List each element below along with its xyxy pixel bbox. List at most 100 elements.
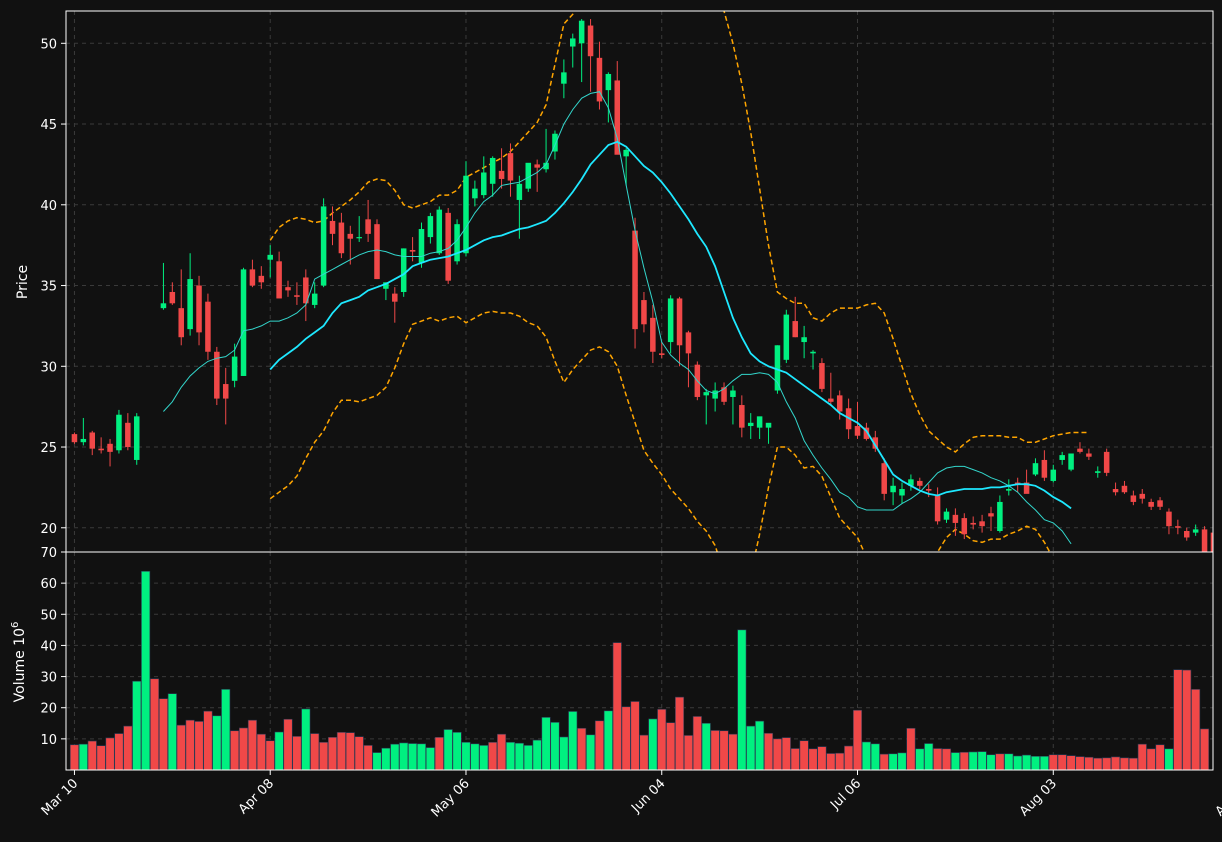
- candle-body: [133, 416, 140, 460]
- volume-tick-label: 10: [40, 733, 57, 748]
- candle-body: [712, 390, 718, 399]
- candle-body: [703, 392, 709, 396]
- candle-body: [828, 398, 834, 402]
- candle-body: [481, 172, 487, 196]
- volume-bar: [906, 727, 916, 770]
- volume-bar: [950, 752, 960, 770]
- candle-body: [614, 80, 621, 155]
- volume-bar: [817, 746, 827, 770]
- volume-bar: [158, 698, 168, 770]
- volume-bar: [1048, 754, 1058, 770]
- volume-bar: [1039, 755, 1049, 770]
- candle-body: [872, 437, 879, 449]
- volume-bar: [915, 748, 925, 770]
- candle-body: [1023, 482, 1030, 494]
- volume-bar: [176, 724, 186, 770]
- candle-body: [1103, 451, 1110, 473]
- volume-bar: [470, 743, 480, 770]
- candle-body: [658, 353, 665, 355]
- candle-body: [489, 157, 496, 184]
- volume-tick-label: 20: [40, 702, 57, 717]
- candle-body: [952, 514, 959, 523]
- candle-body: [160, 303, 167, 309]
- volume-bar: [372, 752, 382, 770]
- candle-body: [196, 285, 202, 333]
- price-plot-area: [66, 11, 1213, 552]
- candle-body: [570, 38, 576, 47]
- volume-bar: [764, 732, 774, 770]
- candle-body: [1086, 453, 1092, 457]
- candle-body: [178, 308, 184, 338]
- volume-tick-label: 30: [40, 671, 57, 686]
- candle-body: [258, 275, 265, 283]
- candle-body: [534, 164, 540, 168]
- volume-bar: [523, 745, 533, 770]
- volume-bar: [808, 748, 818, 770]
- candle-body: [543, 162, 549, 170]
- volume-bar: [746, 725, 756, 770]
- volume-bar: [1084, 756, 1094, 770]
- volume-bar: [123, 725, 133, 770]
- volume-bar: [292, 736, 302, 770]
- candle-body: [890, 485, 896, 493]
- candle-body: [747, 422, 754, 427]
- volume-bar: [488, 741, 498, 770]
- volume-bar: [1111, 756, 1121, 770]
- volume-bar: [230, 730, 240, 770]
- volume-bar: [1128, 757, 1138, 770]
- candle-body: [961, 518, 968, 535]
- candle-body: [908, 479, 914, 486]
- volume-bar: [977, 751, 987, 770]
- candle-body: [685, 332, 692, 354]
- volume-bar: [790, 748, 800, 770]
- candle-body: [1077, 448, 1083, 452]
- volume-bar: [150, 678, 160, 770]
- volume-bar: [666, 722, 676, 770]
- candle-body: [1041, 459, 1048, 478]
- candle-body: [454, 224, 460, 262]
- candle-body: [1006, 489, 1012, 491]
- candle-body: [676, 298, 683, 346]
- volume-bar: [852, 709, 863, 770]
- volume-bar: [1137, 743, 1147, 770]
- candle-body: [525, 162, 532, 189]
- volume-bar: [594, 720, 604, 770]
- volume-bar: [434, 736, 444, 770]
- candle-body: [311, 293, 318, 305]
- volume-bar: [986, 754, 996, 770]
- volume-tick-label: 60: [40, 577, 57, 592]
- candle-body: [267, 254, 273, 260]
- price-tick-label: 30: [40, 360, 57, 375]
- volume-bar: [167, 693, 177, 770]
- candle-body: [721, 387, 727, 402]
- candle-body: [1157, 500, 1163, 507]
- candle-body: [1068, 453, 1074, 470]
- volume-bar: [141, 571, 151, 770]
- candle-body: [1121, 485, 1128, 493]
- volume-bar: [621, 706, 631, 770]
- volume-bar: [381, 747, 391, 770]
- candle-body: [561, 72, 567, 84]
- candle-body: [214, 351, 220, 399]
- candle-body: [979, 521, 985, 527]
- candle-body: [899, 489, 905, 496]
- candle-body: [107, 443, 113, 452]
- candle-body: [1032, 463, 1039, 475]
- candle-body: [756, 416, 763, 428]
- volume-bar: [1146, 748, 1156, 770]
- volume-bar: [203, 710, 213, 770]
- candle-body: [80, 438, 87, 443]
- candle-body: [739, 405, 745, 428]
- candle-body: [552, 133, 558, 152]
- candle-body: [810, 351, 816, 354]
- volume-bar: [861, 741, 871, 770]
- volume-bar: [586, 734, 596, 770]
- volume-bar: [425, 747, 435, 770]
- candle-body: [765, 422, 772, 428]
- volume-bar: [390, 743, 400, 770]
- candle-body: [925, 489, 932, 491]
- candle-body: [98, 448, 104, 451]
- candle-body: [472, 188, 478, 199]
- candle-body: [338, 222, 345, 254]
- candlesticks: [71, 19, 1213, 552]
